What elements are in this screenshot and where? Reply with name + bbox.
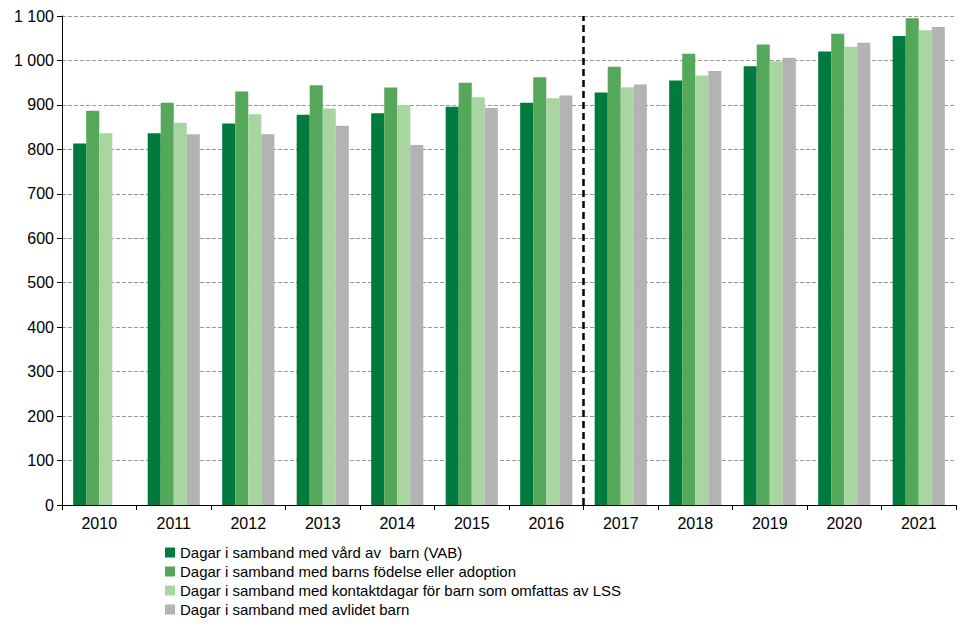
svg-text:0: 0 <box>45 497 54 514</box>
svg-text:Dagar i samband med avlidet ba: Dagar i samband med avlidet barn <box>180 601 409 618</box>
svg-text:2017: 2017 <box>603 515 639 532</box>
svg-text:2021: 2021 <box>901 515 937 532</box>
svg-text:2014: 2014 <box>379 515 415 532</box>
svg-text:300: 300 <box>27 363 54 380</box>
svg-text:Dagar i samband med barns föde: Dagar i samband med barns födelse eller … <box>180 563 516 580</box>
svg-text:2016: 2016 <box>528 515 564 532</box>
svg-text:Dagar i samband med kontaktdag: Dagar i samband med kontaktdagar för bar… <box>180 582 621 599</box>
svg-text:2010: 2010 <box>81 515 117 532</box>
svg-text:2019: 2019 <box>752 515 788 532</box>
svg-text:2015: 2015 <box>454 515 490 532</box>
svg-text:400: 400 <box>27 319 54 336</box>
svg-text:1 000: 1 000 <box>14 52 54 69</box>
svg-text:800: 800 <box>27 141 54 158</box>
svg-text:1 100: 1 100 <box>14 8 54 25</box>
svg-text:100: 100 <box>27 452 54 469</box>
svg-text:2011: 2011 <box>157 515 192 532</box>
svg-text:700: 700 <box>27 185 54 202</box>
svg-text:600: 600 <box>27 230 54 247</box>
svg-text:500: 500 <box>27 274 54 291</box>
svg-text:900: 900 <box>27 96 54 113</box>
svg-text:2018: 2018 <box>677 515 713 532</box>
svg-text:2012: 2012 <box>230 515 266 532</box>
svg-text:2020: 2020 <box>826 515 862 532</box>
svg-text:Dagar i samband med vård av b: Dagar i samband med vård av barn (VAB) <box>180 544 462 561</box>
svg-text:2013: 2013 <box>305 515 341 532</box>
svg-text:200: 200 <box>27 408 54 425</box>
